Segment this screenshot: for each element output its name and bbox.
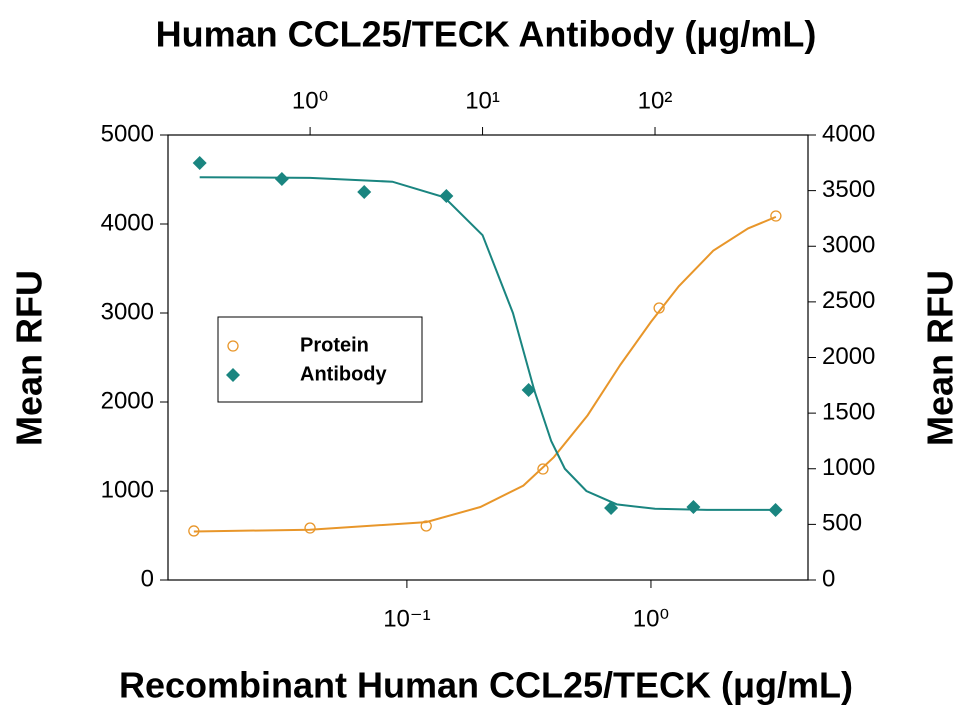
y2-tick-label: 500 — [822, 510, 862, 537]
y-tick-label: 2000 — [101, 387, 154, 414]
y2-tick-label: 0 — [822, 565, 835, 592]
y2-tick-label: 2500 — [822, 287, 875, 314]
point — [768, 503, 783, 518]
point — [420, 520, 432, 532]
y-tick-label: 1000 — [101, 476, 154, 503]
point — [304, 522, 316, 534]
legend-label: Protein — [300, 334, 369, 356]
y-tick-label: 3000 — [101, 298, 154, 325]
y-tick-label: 5000 — [101, 120, 154, 147]
y2-tick-label: 2000 — [822, 343, 875, 370]
fit-curve — [193, 215, 777, 533]
x2-tick-label: 10² — [638, 87, 673, 114]
y2-tick-label: 3500 — [822, 176, 875, 203]
legend-box — [217, 316, 423, 403]
point — [192, 156, 207, 171]
point — [686, 500, 701, 515]
point — [439, 188, 454, 203]
point — [770, 210, 782, 222]
x-axis-title: Recombinant Human CCL25/TECK (μg/mL) — [119, 665, 853, 706]
y2-tick-label: 3000 — [822, 232, 875, 259]
y2-tick-label: 4000 — [822, 120, 875, 147]
y2-tick-label: 1000 — [822, 454, 875, 481]
legend-marker — [226, 368, 240, 382]
y-tick-label: 0 — [141, 565, 154, 592]
legend-marker — [227, 340, 239, 352]
y-axis-title: Mean RFU — [9, 270, 50, 446]
y-tick-label: 4000 — [101, 209, 154, 236]
point — [188, 525, 200, 537]
point — [537, 463, 549, 475]
point — [653, 302, 665, 314]
legend-label: Antibody — [300, 363, 388, 385]
point — [357, 184, 372, 199]
fit-curve — [199, 176, 776, 511]
point — [521, 382, 536, 397]
y2-tick-label: 1500 — [822, 398, 875, 425]
x-tick-label: 10⁻¹ — [383, 605, 430, 632]
x-tick-label: 10⁰ — [633, 605, 669, 632]
chart-title: Human CCL25/TECK Antibody (μg/mL) — [156, 14, 817, 55]
y2-axis-title: Mean RFU — [920, 270, 961, 446]
x2-tick-label: 10⁰ — [292, 87, 328, 114]
point — [274, 172, 289, 187]
point — [604, 501, 619, 516]
x2-tick-label: 10¹ — [465, 87, 500, 114]
